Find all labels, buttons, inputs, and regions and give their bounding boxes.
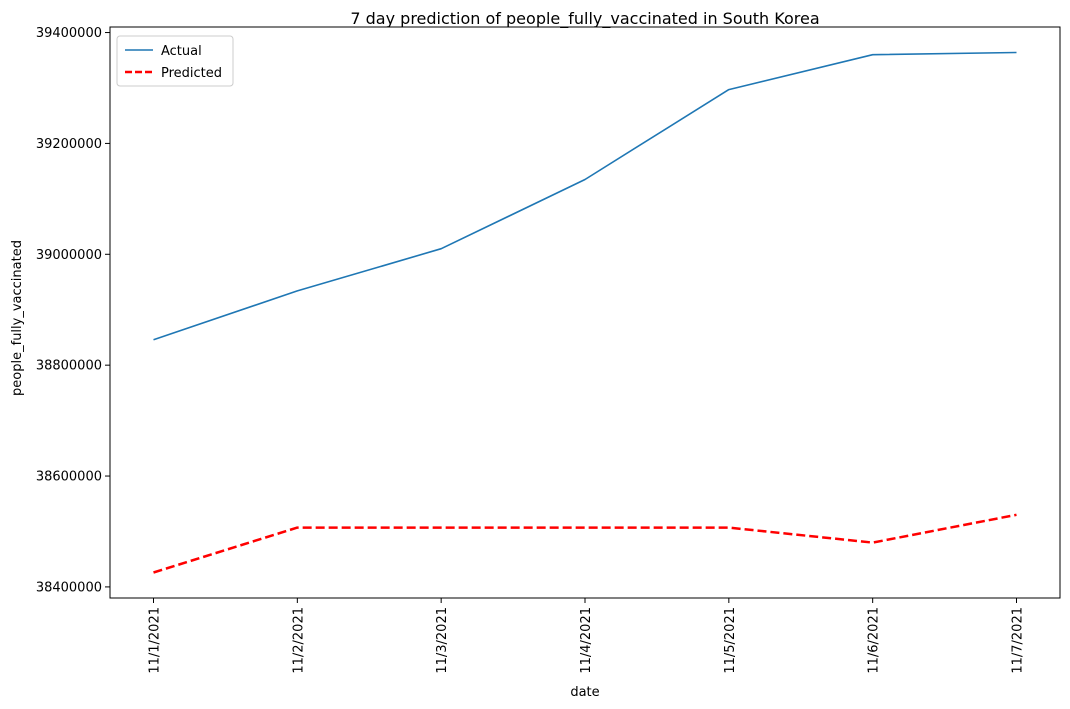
x-tick-label: 11/3/2021 — [435, 607, 450, 674]
x-tick-label: 11/7/2021 — [1011, 607, 1026, 674]
y-tick-label: 39400000 — [36, 26, 102, 41]
x-axis-label: date — [570, 685, 599, 700]
x-axis: 11/1/2021 11/2/2021 11/3/2021 11/4/2021 11/5… — [148, 598, 1026, 674]
plot-area-frame — [109, 26, 1061, 599]
legend-label-actual: Actual — [161, 44, 202, 59]
x-tick-label: 11/6/2021 — [867, 607, 882, 674]
y-tick-label: 38600000 — [36, 470, 102, 485]
legend-frame — [116, 35, 234, 87]
y-tick-label: 39000000 — [36, 248, 102, 263]
legend-label-predicted: Predicted — [161, 66, 222, 81]
x-tick-label: 11/5/2021 — [723, 607, 738, 674]
y-tick-label: 38800000 — [36, 359, 102, 374]
legend: Actual Predicted — [116, 35, 234, 87]
series-line-predicted — [153, 513, 1017, 574]
chart-title: 7 day prediction of people_fully_vaccina… — [350, 9, 819, 29]
x-tick-label: 11/1/2021 — [148, 607, 163, 674]
x-tick-label: 11/2/2021 — [291, 607, 306, 674]
y-axis: 38400000 38600000 38800000 39000000 39200000… — [36, 26, 110, 595]
y-tick-label: 39200000 — [36, 137, 102, 152]
y-axis-label: people_fully_vaccinated — [10, 240, 25, 396]
series-line-actual — [153, 51, 1017, 341]
x-tick-label: 11/4/2021 — [579, 607, 594, 674]
series-layer — [153, 51, 1017, 574]
y-tick-label: 38400000 — [36, 580, 102, 595]
